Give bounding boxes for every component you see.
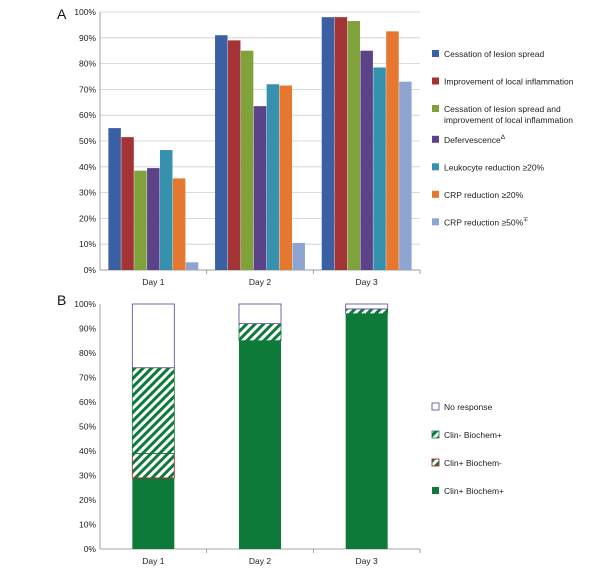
legend-swatch	[432, 105, 439, 112]
legend-swatch	[432, 78, 439, 85]
x-category-label: Day 3	[356, 277, 378, 287]
x-category-label: Day 2	[249, 556, 271, 566]
legend-swatch	[432, 50, 439, 57]
y-tick-label: 0%	[84, 265, 97, 275]
bar	[160, 150, 173, 270]
stacked-segment	[132, 478, 174, 549]
x-category-label: Day 2	[249, 277, 271, 287]
x-category-label: Day 1	[142, 277, 164, 287]
chart-canvas: A B 0% 10% 20% 30% 40% 50% 60% 70% 80% 90% 100% Day…	[0, 0, 600, 573]
legend-label: DefervescenceΔ	[444, 134, 506, 145]
bar	[241, 51, 254, 270]
panel-b-label: B	[57, 292, 66, 308]
bar	[322, 17, 335, 270]
stacked-segment	[239, 304, 281, 324]
legend-label: Leukocyte reduction ≥20%	[444, 162, 545, 172]
bar	[186, 262, 199, 270]
stacked-segment	[346, 314, 388, 549]
legend-swatch	[432, 431, 439, 438]
y-tick-label: 90%	[79, 324, 96, 334]
legend-label: CRP reduction ≥50%∓	[444, 216, 529, 227]
bar	[292, 243, 305, 270]
bar	[335, 17, 348, 270]
stacked-segment	[346, 304, 388, 309]
bar	[348, 21, 361, 270]
y-tick-label: 80%	[79, 348, 96, 358]
legend-label: Clin- Biochem+	[444, 430, 502, 440]
bar	[360, 51, 373, 270]
y-tick-label: 10%	[79, 239, 96, 249]
stacked-segment	[132, 304, 174, 368]
chart-a: 0% 10% 20% 30% 40% 50% 60% 70% 80% 90% 100% Day 1 Da…	[74, 7, 573, 287]
legend-label: Improvement of local inflammation	[444, 77, 574, 87]
bar	[173, 178, 186, 270]
legend-label: improvement of local inflammation	[444, 115, 573, 125]
y-tick-label: 60%	[79, 397, 96, 407]
legend-label: No response	[444, 402, 492, 412]
y-tick-label: 30%	[79, 188, 96, 198]
legend-swatch	[432, 403, 439, 410]
bar	[215, 35, 228, 270]
bar	[386, 31, 399, 270]
y-tick-label: 20%	[79, 495, 96, 505]
bar	[147, 168, 160, 270]
y-tick-label: 50%	[79, 136, 96, 146]
legend-swatch	[432, 136, 439, 143]
bar	[134, 171, 147, 270]
stacked-segment	[346, 309, 388, 314]
legend-swatch	[432, 218, 439, 225]
bar	[254, 106, 267, 270]
stacked-segment	[239, 324, 281, 341]
y-tick-label: 20%	[79, 213, 96, 223]
bar	[373, 67, 386, 270]
legend-label: Cessation of lesion spread and	[444, 104, 561, 114]
stacked-segment	[132, 453, 174, 478]
y-tick-label: 0%	[84, 544, 97, 554]
stacked-segment	[132, 368, 174, 454]
y-tick-label: 40%	[79, 162, 96, 172]
stacked-segment	[239, 341, 281, 549]
y-tick-label: 100%	[74, 7, 96, 17]
y-tick-label: 80%	[79, 59, 96, 69]
y-tick-label: 90%	[79, 33, 96, 43]
bar	[399, 82, 412, 270]
legend-swatch	[432, 487, 439, 494]
legend-label: CRP reduction ≥20%	[444, 190, 524, 200]
bar	[280, 86, 293, 270]
legend-swatch	[432, 191, 439, 198]
x-category-label: Day 3	[356, 556, 378, 566]
y-tick-label: 70%	[79, 373, 96, 383]
bar	[121, 137, 133, 270]
bar	[108, 128, 121, 270]
figure: A B 0% 10% 20% 30% 40% 50% 60% 70% 80% 90% 100% Day…	[0, 0, 600, 573]
y-tick-label: 30%	[79, 471, 96, 481]
legend-label: Clin+ Biochem-	[444, 458, 502, 468]
legend-swatch	[432, 459, 439, 466]
legend-label: Cessation of lesion spread	[444, 49, 544, 59]
y-tick-label: 70%	[79, 84, 96, 94]
x-category-label: Day 1	[142, 556, 164, 566]
legend-label: Clin+ Biochem+	[444, 486, 504, 496]
chart-b: 0% 10% 20% 30% 40% 50% 60% 70% 80% 90% 100% Day 1 Da…	[74, 299, 504, 566]
panel-a-label: A	[57, 6, 67, 22]
y-tick-label: 10%	[79, 520, 96, 530]
y-tick-label: 100%	[74, 299, 96, 309]
y-tick-label: 60%	[79, 110, 96, 120]
bar	[267, 84, 280, 270]
bar	[228, 40, 241, 270]
y-tick-label: 40%	[79, 446, 96, 456]
legend-swatch	[432, 163, 439, 170]
y-tick-label: 50%	[79, 422, 96, 432]
